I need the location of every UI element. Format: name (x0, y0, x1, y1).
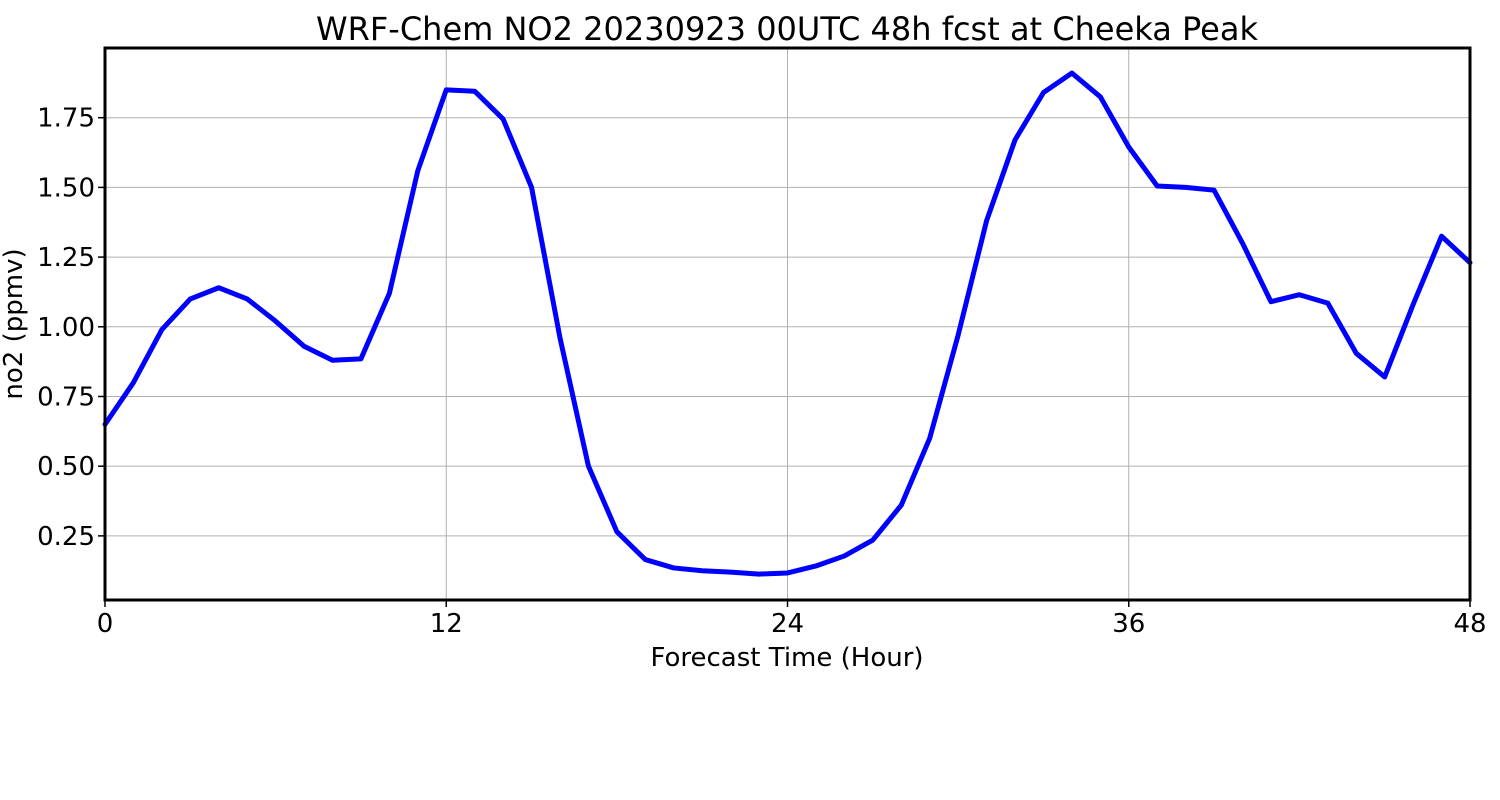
y-tick-label: 1.00 (37, 313, 95, 343)
plot-frame (103, 46, 1472, 602)
x-tick-label: 24 (771, 609, 804, 639)
y-tick-label: 1.25 (37, 243, 95, 273)
axis-ticks: 0 12 24 36 48 0.25 0.50 0.75 1.00 1.25 1.50 1.75 (37, 104, 1486, 639)
chart-title: WRF-Chem NO2 20230923 00UTC 48h fcst at … (316, 10, 1258, 48)
y-tick-label: 1.75 (37, 104, 95, 134)
y-tick-label: 1.50 (37, 173, 95, 203)
x-tick-label: 12 (430, 609, 463, 639)
x-tick-label: 36 (1112, 609, 1145, 639)
x-tick-label: 0 (97, 609, 114, 639)
no2-series-line (102, 70, 1473, 577)
grid-lines (104, 48, 1471, 600)
series-group (102, 70, 1473, 577)
y-tick-label: 0.25 (37, 522, 95, 552)
y-axis-label: no2 (ppmv) (0, 248, 29, 399)
x-tick-label: 48 (1453, 609, 1486, 639)
y-tick-label: 0.50 (37, 452, 95, 482)
x-axis-label: Forecast Time (Hour) (650, 643, 923, 673)
y-tick-label: 0.75 (37, 382, 95, 412)
